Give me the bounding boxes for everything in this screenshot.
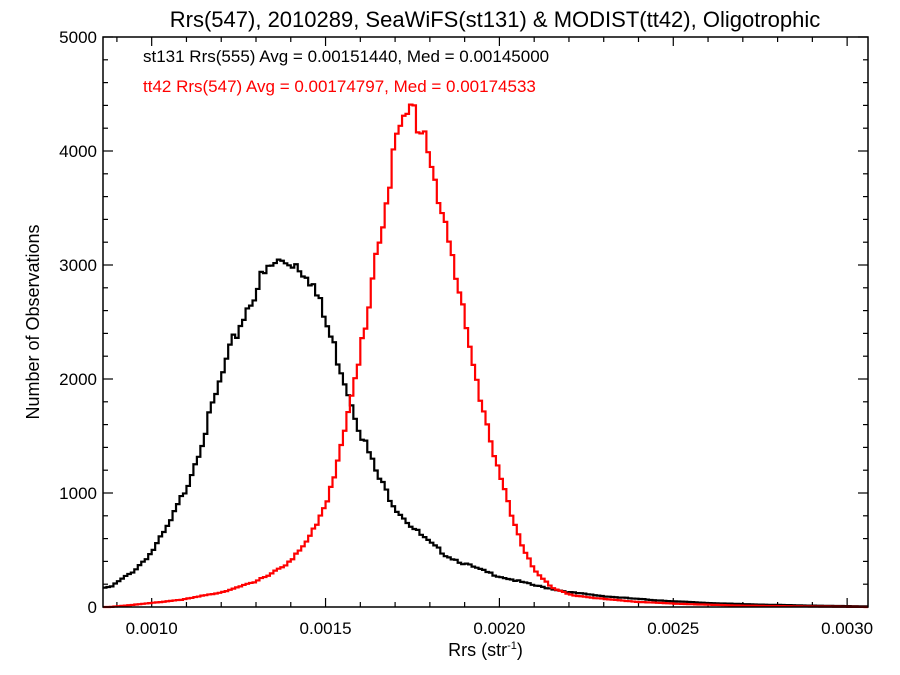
x-tick-label: 0.0025 [647,619,699,638]
y-axis-label: Number of Observations [23,224,43,419]
x-tick-label: 0.0010 [126,619,178,638]
y-tick-label: 5000 [59,28,97,47]
legend: st131 Rrs(555) Avg = 0.00151440, Med = 0… [143,47,549,96]
x-tick-label: 0.0030 [821,619,873,638]
y-tick-label: 0 [88,598,97,617]
legend-entry-tt42: tt42 Rrs(547) Avg = 0.00174797, Med = 0.… [143,77,536,96]
plot-frame [102,36,869,608]
y-tick-label: 1000 [59,484,97,503]
x-axis-label-end: ) [517,640,523,660]
series-layer [103,103,868,609]
x-axis-label: Rrs (str-1) [448,640,523,660]
x-axis-label-main: Rrs (str [448,640,507,660]
x-tick-label: 0.0020 [473,619,525,638]
y-tick-label: 4000 [59,142,97,161]
chart-title: Rrs(547), 2010289, SeaWiFS(st131) & MODI… [170,7,820,32]
series-st131-histogram [103,258,868,608]
y-tick-label: 2000 [59,370,97,389]
x-axis-label-superscript: -1 [507,640,517,652]
y-tick-label: 3000 [59,256,97,275]
legend-entry-st131: st131 Rrs(555) Avg = 0.00151440, Med = 0… [143,47,549,66]
axis-ticks: 0.0010 0.0015 0.0020 0.0025 0.0030 0 1000 2000 3… [59,28,873,638]
x-tick-label: 0.0015 [300,619,352,638]
series-tt42-histogram [103,103,868,609]
